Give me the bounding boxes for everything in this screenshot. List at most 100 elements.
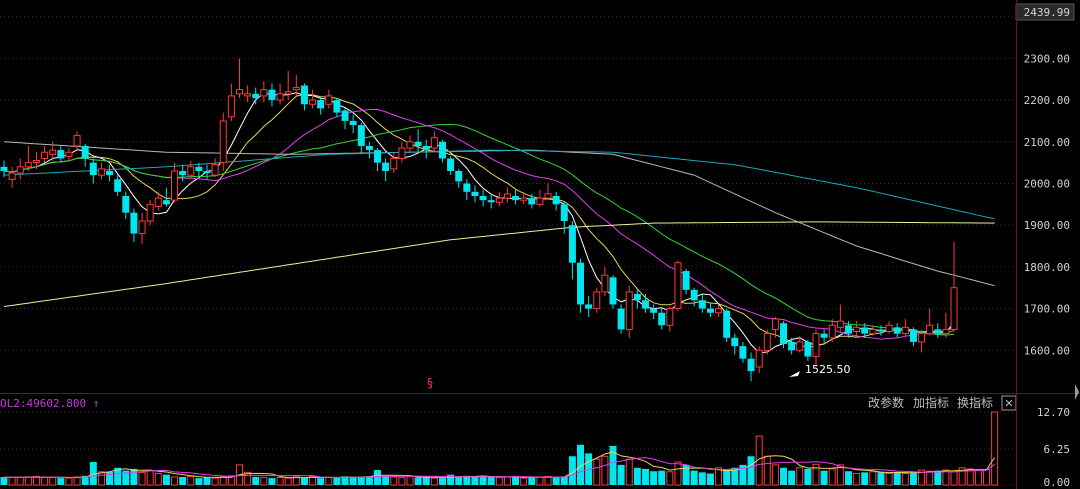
volume-bar xyxy=(593,458,601,486)
candle-body xyxy=(836,320,844,328)
volume-bar xyxy=(812,463,820,486)
volume-bar xyxy=(706,473,714,485)
candle-body xyxy=(495,197,503,203)
candle-body xyxy=(398,147,406,159)
volume-bar xyxy=(179,476,187,485)
volume-bar xyxy=(65,477,73,486)
candle-body xyxy=(698,300,706,309)
candle-body xyxy=(341,110,349,121)
candle-body xyxy=(41,151,49,159)
candle-body xyxy=(731,337,739,347)
candle-body xyxy=(520,197,528,201)
candle-body xyxy=(300,85,308,105)
ma10-line xyxy=(3,93,955,348)
volume-bar xyxy=(317,478,325,485)
volume-bar xyxy=(260,477,268,486)
volume-bar xyxy=(528,477,536,485)
candle-body xyxy=(609,277,617,305)
candle-body xyxy=(235,89,243,95)
indicator-bar: OL2:49602.800 ↑ 改参数 加指标 换指标 ✕ xyxy=(0,395,1017,411)
change-indicator-button[interactable]: 换指标 xyxy=(957,395,993,410)
volume-tick-label: 12.70 xyxy=(1037,406,1070,419)
candle-body xyxy=(268,89,276,101)
candle-body xyxy=(601,274,609,293)
candle-body xyxy=(723,310,731,338)
candle-body xyxy=(503,193,511,199)
candle-body xyxy=(844,325,852,334)
volume-bar xyxy=(276,477,284,486)
candle-body xyxy=(869,328,877,335)
candle-body xyxy=(438,141,446,159)
moving-average-lines xyxy=(3,92,995,354)
volume-bar xyxy=(780,467,788,485)
price-tick-label: 1800.00 xyxy=(1024,261,1070,274)
candle-body xyxy=(447,158,455,171)
candle-body xyxy=(211,164,219,176)
candle-body xyxy=(877,329,885,332)
volume-bar xyxy=(430,477,438,486)
volume-bar xyxy=(374,470,382,485)
candle-body xyxy=(382,162,390,171)
price-tick-label: 1700.00 xyxy=(1024,303,1070,316)
candle-body xyxy=(528,198,536,205)
volume-bar xyxy=(934,470,942,485)
candle-body xyxy=(568,225,576,263)
candle-body xyxy=(625,291,633,330)
price-tick-label: 1600.00 xyxy=(1024,344,1070,357)
candle-body xyxy=(715,308,723,314)
candle-body xyxy=(942,328,950,335)
candle-body xyxy=(122,196,130,213)
close-button[interactable]: ✕ xyxy=(1001,395,1017,411)
ma20-line xyxy=(3,108,955,340)
candle-body xyxy=(487,200,495,203)
candle-body xyxy=(333,100,341,113)
candle-body xyxy=(227,95,235,118)
volume-bar xyxy=(763,455,771,486)
volume-bar xyxy=(804,468,812,485)
candle-body xyxy=(690,289,698,301)
modify-params-button[interactable]: 改参数 xyxy=(868,395,904,410)
candle-body xyxy=(309,99,317,105)
section-marker: § xyxy=(427,376,433,390)
candle-body xyxy=(203,170,211,174)
candlesticks xyxy=(0,58,958,382)
price-tick-label: 1900.00 xyxy=(1024,219,1070,232)
candle-body xyxy=(390,157,398,170)
volume-bar xyxy=(0,476,8,485)
candle-body xyxy=(138,220,146,235)
volume-bar xyxy=(16,477,24,486)
candle-body xyxy=(666,308,674,326)
low-arrow-icon xyxy=(789,371,800,377)
candle-body xyxy=(804,341,812,357)
volume-bar xyxy=(844,471,852,485)
volume-bar xyxy=(162,474,170,485)
close-icon: ✕ xyxy=(1004,397,1013,410)
volume-bar xyxy=(820,470,828,485)
volume-bar xyxy=(901,473,909,486)
add-indicator-button[interactable]: 加指标 xyxy=(913,395,949,410)
volume-bar xyxy=(341,476,349,485)
volume-bar xyxy=(503,476,511,486)
volume-bar xyxy=(171,476,179,486)
volume-bar xyxy=(601,455,609,486)
volume-bar xyxy=(739,464,747,485)
volume-bar xyxy=(333,477,341,485)
volume-bar xyxy=(211,477,219,486)
volume-bar xyxy=(422,476,430,485)
candle-body xyxy=(861,327,869,334)
volume-bar xyxy=(666,471,674,486)
volume-bar xyxy=(796,467,804,486)
volume-bar xyxy=(187,475,195,486)
volume-bar xyxy=(154,473,162,486)
volume-bar xyxy=(81,475,89,485)
volume-bar xyxy=(130,468,138,485)
volume-bar xyxy=(723,469,731,485)
candle-body xyxy=(934,329,942,334)
low-annotation: 1525.50 xyxy=(789,363,851,377)
candle-body xyxy=(633,294,641,301)
volume-bar xyxy=(495,477,503,486)
scroll-arrow-icon[interactable] xyxy=(1075,384,1079,400)
top-price-label: 2439.99 xyxy=(1024,6,1070,19)
volume-bar xyxy=(284,477,292,486)
volume-bar xyxy=(682,464,690,485)
